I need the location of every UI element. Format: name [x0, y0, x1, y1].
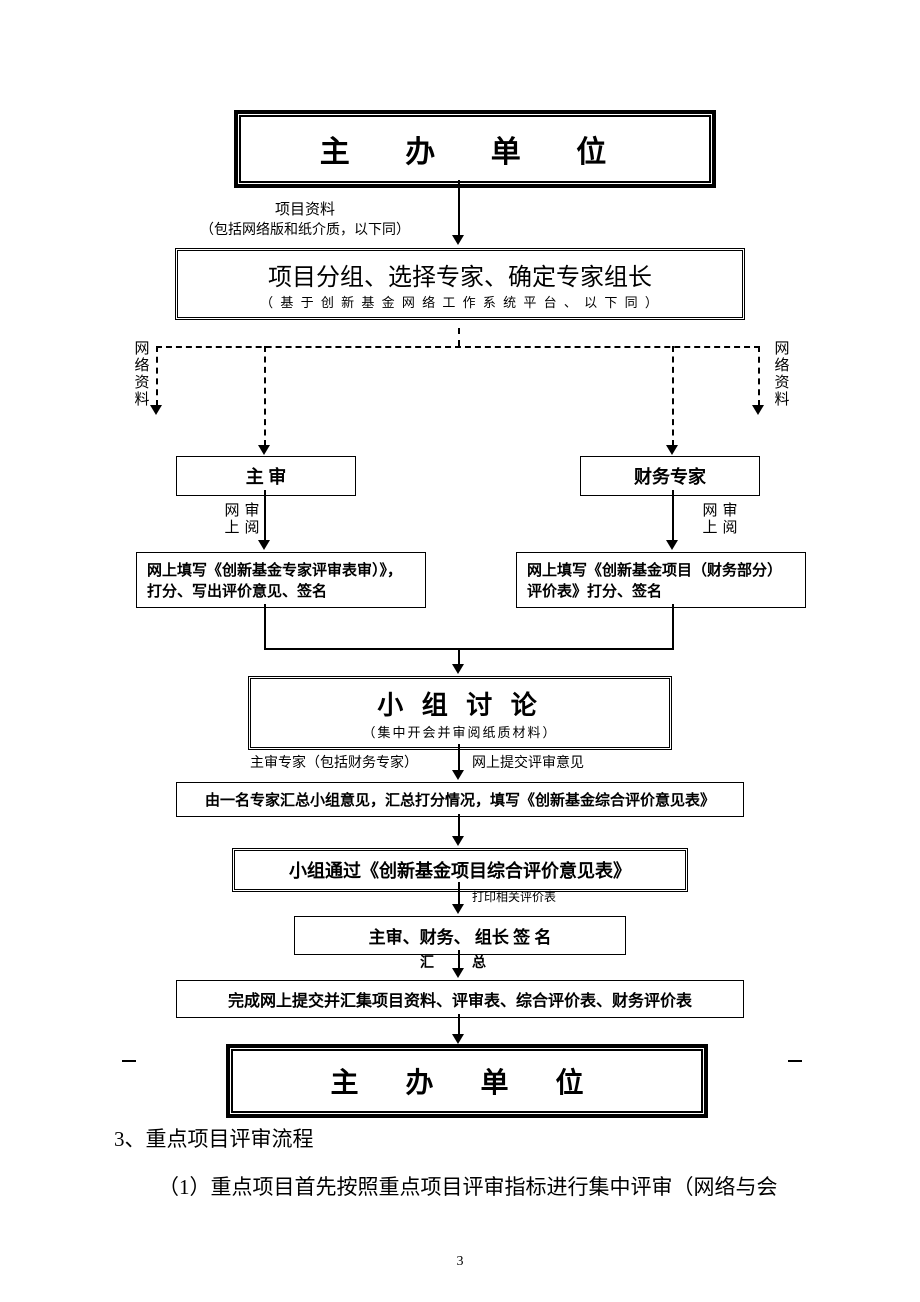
- node-summary: 由一名专家汇总小组意见，汇总打分情况，填写《创新基金综合评价意见表》: [176, 782, 744, 817]
- right-form-l1: 网上填写《创新基金项目（财务部分）: [527, 559, 795, 580]
- left-mid-col2: 审阅: [242, 502, 259, 536]
- node-group-discussion: 小 组 讨 论 （集中开会并审阅纸质材料）: [248, 676, 672, 750]
- section-para: （1）重点项目首先按照重点项目评审指标进行集中评审（网络与会: [158, 1168, 838, 1208]
- node-main-reviewer: 主 审: [176, 456, 356, 496]
- node-pass: 小组通过《创新基金项目综合评价意见表》: [232, 848, 688, 892]
- side-label-left: 网络资料: [132, 340, 149, 408]
- note-l1: 项目资料: [180, 198, 430, 219]
- node-grouping: 项目分组、选择专家、确定专家组长 （ 基 于 创 新 基 金 网 络 工 作 系…: [175, 248, 745, 320]
- node-sponsor-top: 主 办 单 位: [236, 112, 714, 186]
- discussion-sub: （集中开会并审阅纸质材料）: [261, 722, 659, 741]
- left-form-l1: 网上填写《创新基金专家评审表审）》，: [147, 559, 415, 580]
- discussion-title: 小 组 讨 论: [261, 685, 659, 722]
- right-mid-col1: 网上: [700, 502, 717, 536]
- page-root: 主 办 单 位 项目资料 （包括网络版和纸介质，以下同） 项目分组、选择专家、确…: [0, 0, 920, 1302]
- left-form-l2: 打分、写出评价意见、签名: [147, 580, 415, 601]
- print-note: 打印相关评价表: [472, 888, 556, 905]
- huizong-left: 汇: [420, 952, 434, 972]
- huizong-right: 总: [472, 952, 486, 972]
- note-project-materials: 项目资料 （包括网络版和纸介质，以下同）: [180, 198, 430, 239]
- node-right-form: 网上填写《创新基金项目（财务部分） 评价表》打分、签名: [516, 552, 806, 608]
- discussion-below-left: 主审专家（包括财务专家）: [250, 752, 418, 772]
- node-grouping-title: 项目分组、选择专家、确定专家组长: [188, 257, 732, 292]
- right-form-l2: 评价表》打分、签名: [527, 580, 795, 601]
- node-final: 完成网上提交并汇集项目资料、评审表、综合评价表、财务评价表: [176, 980, 744, 1018]
- left-mid-col1: 网上: [222, 502, 239, 536]
- discussion-below-right: 网上提交评审意见: [472, 752, 584, 772]
- right-mid-col2: 审阅: [720, 502, 737, 536]
- node-sponsor-bottom: 主 办 单 位: [228, 1046, 706, 1116]
- side-label-right: 网络资料: [772, 340, 789, 408]
- node-sign: 主审、财务、 组长 签 名: [294, 916, 626, 955]
- note-l2: （包括网络版和纸介质，以下同）: [180, 219, 430, 239]
- node-left-form: 网上填写《创新基金专家评审表审）》， 打分、写出评价意见、签名: [136, 552, 426, 608]
- node-finance-expert: 财务专家: [580, 456, 760, 496]
- page-number: 3: [0, 1254, 920, 1270]
- section-heading: 3、重点项目评审流程: [114, 1120, 814, 1160]
- node-grouping-sub: （ 基 于 创 新 基 金 网 络 工 作 系 统 平 台 、 以 下 同 ）: [188, 292, 732, 311]
